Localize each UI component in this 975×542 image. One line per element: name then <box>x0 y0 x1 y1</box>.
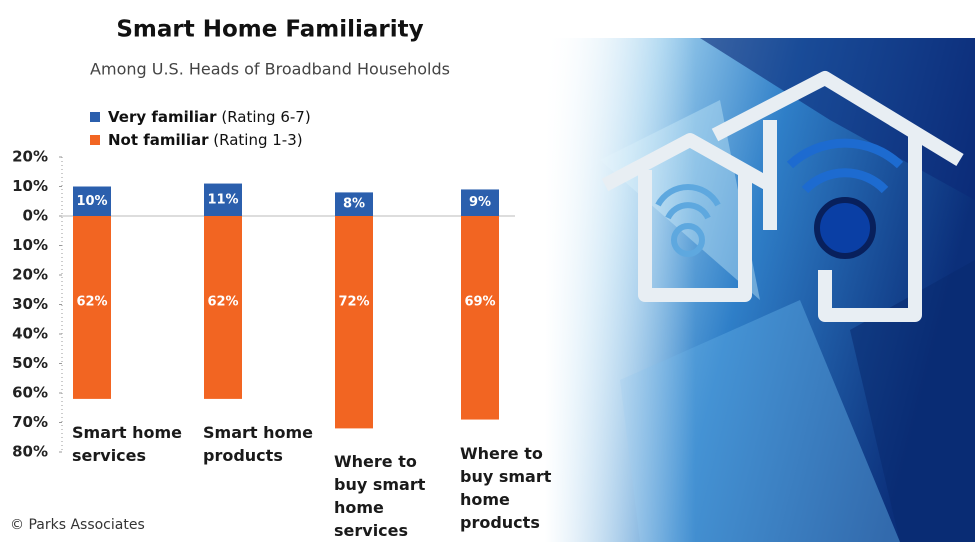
chart-title: Smart Home Familiarity <box>116 17 423 43</box>
y-tick-label: 0% <box>23 207 48 225</box>
x-tick-label: Where to buy smart home products <box>460 443 552 532</box>
bar <box>461 216 499 420</box>
legend-swatch <box>90 112 100 122</box>
value-label: 62% <box>207 295 238 310</box>
bar <box>73 216 111 399</box>
legend-label: Not familiar (Rating 1-3) <box>108 131 303 149</box>
y-tick-label: 10% <box>12 177 48 195</box>
y-tick-label: 20% <box>12 266 48 284</box>
y-tick-label: 30% <box>12 295 48 313</box>
y-tick-label: 40% <box>12 325 48 343</box>
value-label: 62% <box>76 295 107 310</box>
legend-swatch <box>90 135 100 145</box>
y-tick-label: 60% <box>12 384 48 402</box>
x-tick-label: Smart home services <box>72 422 183 465</box>
y-tick-label: 10% <box>12 236 48 254</box>
bar <box>335 192 373 216</box>
x-tick-label: Smart home products <box>203 422 314 465</box>
x-tick-label: Where to buy smart home services <box>334 452 426 541</box>
chart-subtitle: Among U.S. Heads of Broadband Households <box>90 60 450 79</box>
bar <box>335 216 373 429</box>
bar <box>73 186 111 216</box>
value-label: 10% <box>76 194 107 209</box>
y-tick-label: 70% <box>12 413 48 431</box>
bar <box>204 183 242 216</box>
bar <box>461 189 499 216</box>
decorative-image <box>545 38 975 542</box>
value-label: 8% <box>343 197 365 212</box>
source: © Parks Associates <box>10 517 145 533</box>
value-label: 9% <box>469 195 491 210</box>
legend-label: Very familiar (Rating 6-7) <box>108 108 311 126</box>
value-label: 11% <box>207 192 238 207</box>
bar <box>204 216 242 399</box>
value-label: 72% <box>338 295 369 310</box>
y-tick-label: 80% <box>12 443 48 461</box>
y-tick-label: 50% <box>12 354 48 372</box>
y-tick-label: 20% <box>12 148 48 166</box>
value-label: 69% <box>464 295 495 310</box>
